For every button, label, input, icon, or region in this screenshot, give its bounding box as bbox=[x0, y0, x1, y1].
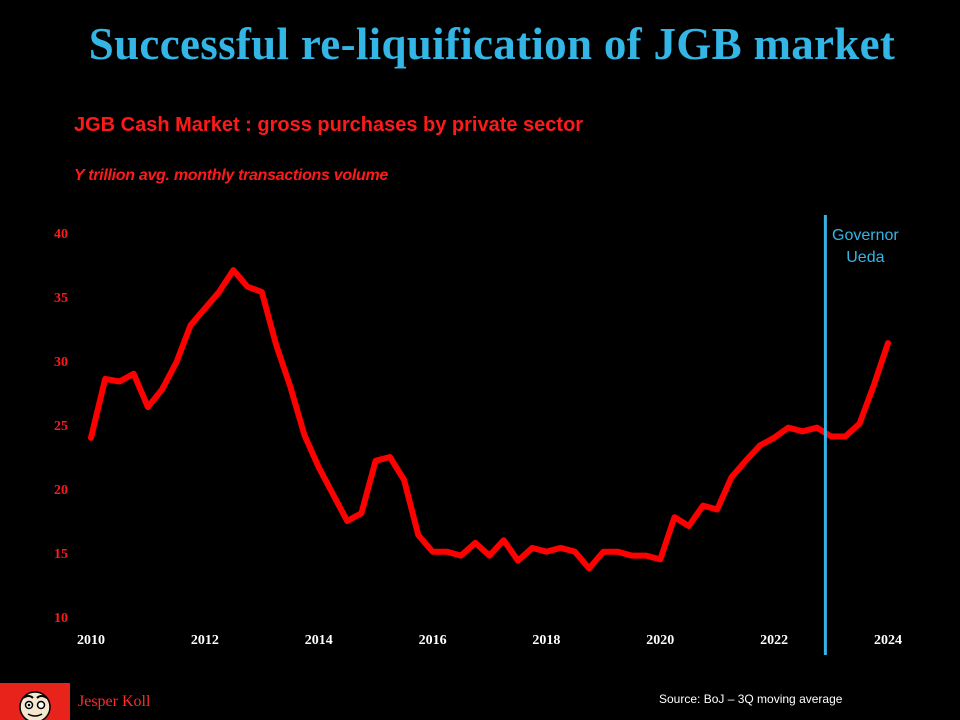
x-axis-ticks: 2010 2012 2014 2016 2018 2020 2022 2024 bbox=[77, 633, 902, 648]
y-tick-label: 25 bbox=[54, 419, 68, 434]
data-points bbox=[90, 269, 889, 570]
x-tick-label: 2014 bbox=[305, 633, 333, 648]
governor-ueda-label: Governor bbox=[832, 227, 899, 244]
y-tick-label: 20 bbox=[54, 483, 68, 498]
x-tick-label: 2024 bbox=[874, 633, 902, 648]
x-tick-label: 2022 bbox=[760, 633, 788, 648]
author-name: Jesper Koll bbox=[78, 693, 151, 710]
source-note: Source: BoJ – 3Q moving average bbox=[659, 692, 843, 706]
x-tick-label: 2018 bbox=[532, 633, 560, 648]
y-tick-label: 35 bbox=[54, 291, 68, 306]
y-tick-label: 40 bbox=[54, 227, 68, 242]
y-tick-label: 30 bbox=[54, 355, 68, 370]
y-axis-ticks: 10 15 20 25 30 35 40 bbox=[54, 227, 68, 626]
y-tick-label: 10 bbox=[54, 611, 68, 626]
slide-title: Successful re-liquification of JGB marke… bbox=[88, 19, 896, 69]
x-tick-label: 2020 bbox=[646, 633, 674, 648]
chart-subtitle: Y trillion avg. monthly transactions vol… bbox=[74, 167, 388, 184]
y-tick-label: 15 bbox=[54, 547, 68, 562]
series-line bbox=[88, 267, 891, 572]
chart-title: JGB Cash Market : gross purchases by pri… bbox=[74, 114, 584, 136]
x-tick-label: 2012 bbox=[191, 633, 219, 648]
x-tick-label: 2016 bbox=[419, 633, 447, 648]
governor-ueda-label: Ueda bbox=[846, 249, 884, 266]
daruma-logo-icon bbox=[0, 683, 70, 720]
x-tick-label: 2010 bbox=[77, 633, 105, 648]
